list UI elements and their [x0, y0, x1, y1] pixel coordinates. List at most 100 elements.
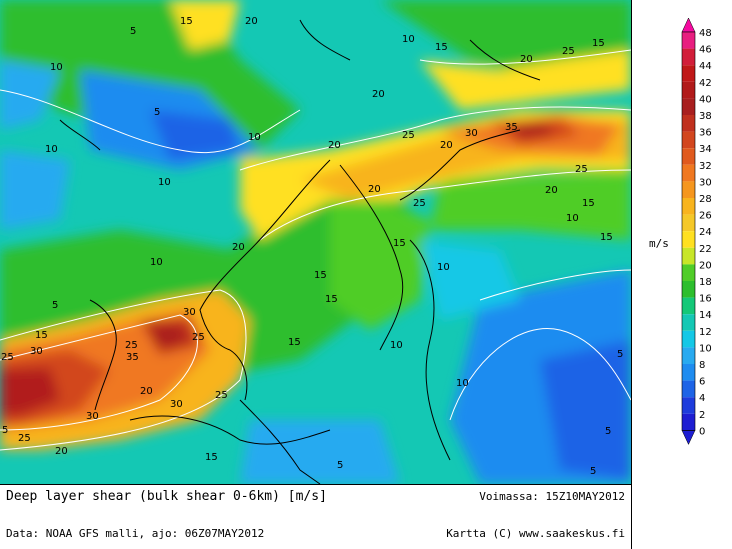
contour-label: 20: [232, 242, 245, 253]
contour-label: 15: [35, 330, 48, 341]
map-frame: 5 10 15 20 10 15 20 25 15 20 5 10 10 25 …: [0, 0, 632, 549]
contour-label: 5: [154, 107, 160, 118]
color-legend: 48 46 44 42 40 38 36 34 32 30 28 26 24 22 20 18 16 14 12 10…: [633, 0, 732, 549]
colorbar-tick-label: 44: [699, 61, 712, 72]
contour-label: 5: [130, 26, 136, 37]
colorbar-bottom-arrow: [681, 430, 696, 445]
contour-label: 20: [140, 386, 153, 397]
colorbar-tick-label: 16: [699, 294, 712, 305]
colorbar-tick-label: 4: [699, 393, 705, 404]
colorbar-segment: [682, 48, 695, 66]
contour-label: 10: [50, 62, 63, 73]
colorbar-tick-label: 32: [699, 161, 712, 172]
colorbar-tick-label: 34: [699, 144, 712, 155]
shear-field: 5 10 15 20 10 15 20 25 15 20 5 10 10 25 …: [0, 0, 631, 484]
colorbar-tick-label: 28: [699, 194, 712, 205]
contour-label: 35: [126, 352, 139, 363]
colorbar-tick-label: 2: [699, 410, 705, 421]
colorbar-tick-label: 22: [699, 244, 712, 255]
contour-label: 5: [52, 300, 58, 311]
contour-label: 15: [600, 232, 613, 243]
colorbar-segment: [682, 380, 695, 398]
contour-label: 10: [45, 144, 58, 155]
contour-label: 25: [575, 164, 588, 175]
colorbar-tick-label: 48: [699, 28, 712, 39]
contour-label: 10: [390, 340, 403, 351]
colorbar-tick-label: 40: [699, 94, 712, 105]
colorbar-segment: [682, 164, 695, 182]
contour-label: 25: [1, 352, 14, 363]
colorbar-segment: [682, 247, 695, 265]
colorbar-segment: [682, 32, 695, 49]
contour-label: 15: [435, 42, 448, 53]
contour-label: 15: [592, 38, 605, 49]
contour-label: 25: [215, 390, 228, 401]
contour-label: 30: [183, 307, 196, 318]
colorbar-segment: [682, 330, 695, 348]
colorbar-tick-label: 46: [699, 45, 712, 56]
contour-label: 25: [125, 340, 138, 351]
map-credit: Kartta (C) www.saakeskus.fi: [446, 527, 625, 540]
colorbar-segment: [682, 264, 695, 281]
contour-label: 20: [55, 446, 68, 457]
contour-label: 25: [562, 46, 575, 57]
colorbar-tick-label: 38: [699, 111, 712, 122]
colorbar-tick-label: 8: [699, 360, 705, 371]
colorbar-tick-label: 18: [699, 277, 712, 288]
contour-label: 10: [248, 132, 261, 143]
contour-label: 30: [30, 346, 43, 357]
contour-label: 5: [605, 426, 611, 437]
colorbar-tick-label: 10: [699, 343, 712, 354]
colorbar-segment: [682, 281, 695, 298]
contour-label: 30: [465, 128, 478, 139]
contour-label: 20: [245, 16, 258, 27]
colorbar-tick-label: 26: [699, 211, 712, 222]
colorbar-segment: [682, 198, 695, 215]
contour-label: 15: [288, 337, 301, 348]
colorbar-segment: [682, 98, 695, 115]
colorbar: 4846444240383634323028262422201816141210…: [681, 17, 712, 445]
contour-label: 20: [545, 185, 558, 196]
contour-label: 20: [368, 184, 381, 195]
colorbar-segment: [682, 413, 695, 431]
contour-label: 25: [402, 130, 415, 141]
colorbar-top-arrow: [681, 17, 696, 33]
contour-label: 30: [170, 399, 183, 410]
colorbar-tick-label: 12: [699, 327, 712, 338]
contour-label: 15: [180, 16, 193, 27]
colorbar-segment: [682, 231, 695, 248]
contour-label: 10: [566, 213, 579, 224]
contour-label: 10: [402, 34, 415, 45]
contour-label: 15: [325, 294, 338, 305]
contour-label: 25: [192, 332, 205, 343]
contour-label: 20: [520, 54, 533, 65]
colorbar-tick-label: 24: [699, 227, 712, 238]
contour-label: 10: [456, 378, 469, 389]
contour-label: 10: [437, 262, 450, 273]
colorbar-segment: [682, 214, 695, 232]
map-footer: Deep layer shear (bulk shear 0-6km) [m/s…: [0, 485, 631, 549]
colorbar-segment: [682, 131, 695, 149]
map-title: Deep layer shear (bulk shear 0-6km) [m/s…: [6, 489, 327, 504]
contour-label: 15: [314, 270, 327, 281]
colorbar-segment: [682, 81, 695, 99]
contour-label: 20: [328, 140, 341, 151]
colorbar-segment: [682, 148, 695, 165]
colorbar-tick-label: 36: [699, 128, 712, 139]
colorbar-segment: [682, 347, 695, 364]
data-source: Data: NOAA GFS malli, ajo: 06Z07MAY2012: [6, 527, 265, 540]
colorbar-tick-label: 30: [699, 177, 712, 188]
valid-time: Voimassa: 15Z10MAY2012: [479, 490, 625, 503]
colorbar-segment: [682, 297, 695, 315]
colorbar-tick-label: 20: [699, 260, 712, 271]
contour-label: 35: [505, 122, 518, 133]
colorbar-segment: [682, 181, 695, 198]
contour-label: 25: [18, 433, 31, 444]
colorbar-segment: [682, 397, 695, 414]
contour-label: 5: [590, 466, 596, 477]
contour-label: 30: [86, 411, 99, 422]
colorbar-tick-label: 14: [699, 310, 712, 321]
contour-label: 20: [440, 140, 453, 151]
contour-label: 20: [372, 89, 385, 100]
contour-label: 5: [2, 425, 8, 436]
